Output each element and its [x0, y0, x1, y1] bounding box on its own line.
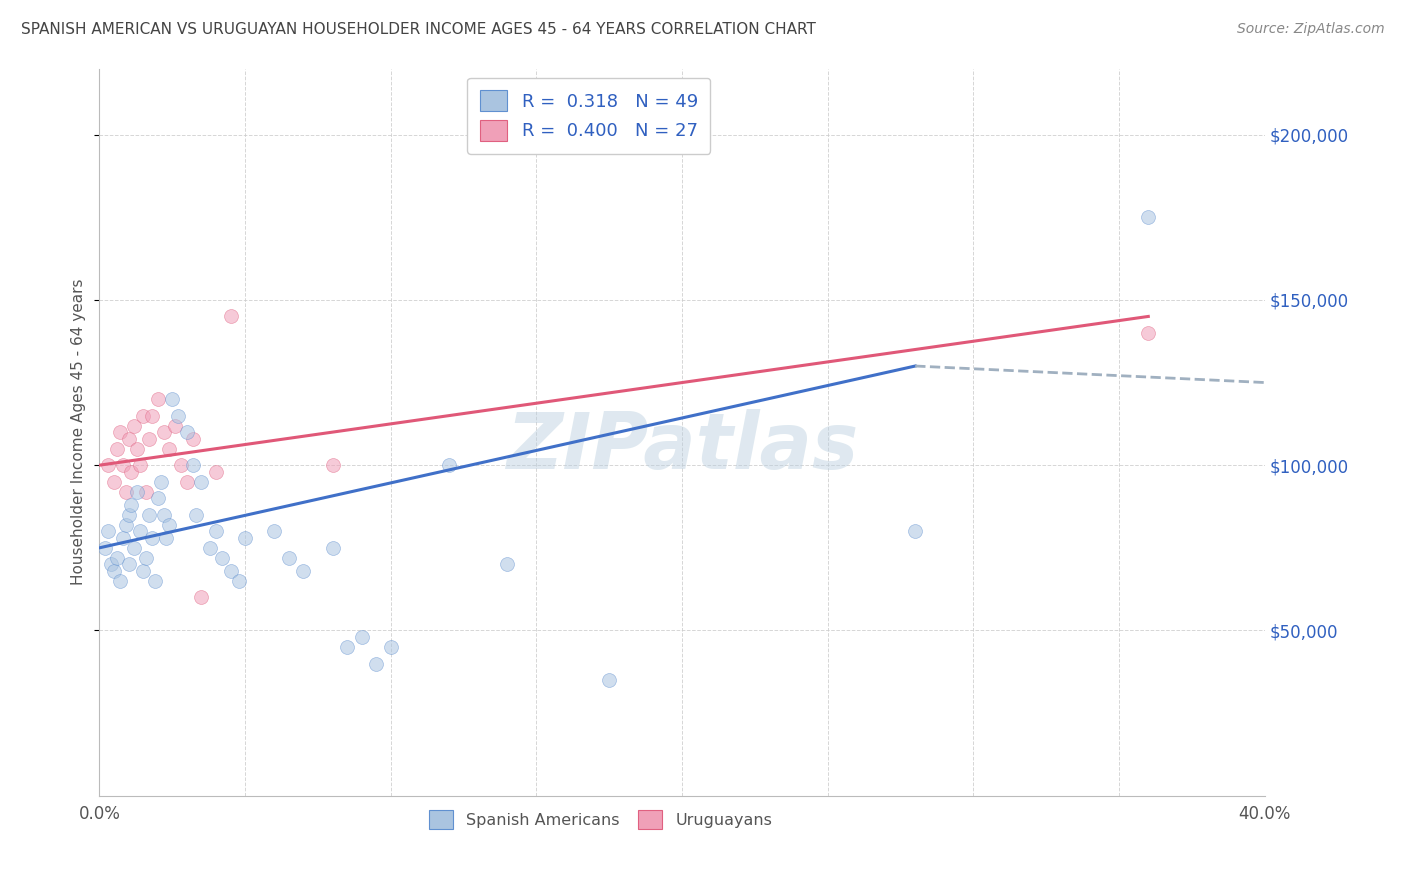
Point [135, 484, 157, 499]
Point [132, 564, 155, 578]
Point [94, 541, 117, 555]
Point [176, 475, 198, 489]
Point [146, 491, 169, 506]
Point [111, 458, 134, 473]
Point [366, 657, 388, 671]
Point [155, 531, 177, 545]
Point [97, 458, 120, 473]
Point [103, 475, 125, 489]
Point [228, 574, 250, 588]
Point [117, 432, 139, 446]
Point [263, 524, 285, 539]
Point [181, 432, 204, 446]
Point [105, 550, 128, 565]
Point [149, 475, 172, 489]
Point [184, 508, 207, 522]
Point [157, 442, 180, 456]
Point [437, 458, 460, 473]
Point [114, 484, 136, 499]
Point [121, 498, 143, 512]
Point [167, 409, 190, 423]
Point [176, 425, 198, 439]
Point [146, 392, 169, 406]
Point [103, 564, 125, 578]
Point [132, 409, 155, 423]
Y-axis label: Householder Income Ages 45 - 64 years: Householder Income Ages 45 - 64 years [72, 279, 86, 585]
Point [277, 550, 299, 565]
Point [111, 531, 134, 545]
Point [162, 392, 184, 406]
Point [100, 558, 122, 572]
Point [1137, 211, 1160, 225]
Point [233, 531, 256, 545]
Point [138, 508, 160, 522]
Text: Source: ZipAtlas.com: Source: ZipAtlas.com [1237, 22, 1385, 37]
Point [135, 550, 157, 565]
Point [97, 524, 120, 539]
Point [108, 574, 131, 588]
Point [152, 425, 174, 439]
Point [121, 465, 143, 479]
Point [124, 418, 146, 433]
Point [321, 458, 343, 473]
Point [129, 458, 152, 473]
Point [598, 673, 620, 687]
Point [127, 484, 149, 499]
Point [380, 640, 402, 654]
Point [321, 541, 343, 555]
Point [181, 458, 204, 473]
Point [108, 425, 131, 439]
Point [336, 640, 359, 654]
Point [114, 517, 136, 532]
Point [198, 541, 221, 555]
Point [141, 531, 163, 545]
Text: ZIPatlas: ZIPatlas [506, 409, 858, 484]
Point [165, 418, 187, 433]
Point [904, 524, 927, 539]
Point [219, 564, 242, 578]
Point [127, 442, 149, 456]
Text: SPANISH AMERICAN VS URUGUAYAN HOUSEHOLDER INCOME AGES 45 - 64 YEARS CORRELATION : SPANISH AMERICAN VS URUGUAYAN HOUSEHOLDE… [21, 22, 815, 37]
Point [292, 564, 315, 578]
Point [105, 442, 128, 456]
Point [205, 524, 228, 539]
Point [117, 558, 139, 572]
Point [141, 409, 163, 423]
Point [138, 432, 160, 446]
Point [129, 524, 152, 539]
Point [205, 465, 228, 479]
Point [211, 550, 233, 565]
Point [117, 508, 139, 522]
Point [124, 541, 146, 555]
Point [219, 310, 242, 324]
Point [1137, 326, 1160, 340]
Point [190, 591, 212, 605]
Point [350, 630, 373, 644]
Point [143, 574, 166, 588]
Legend: Spanish Americans, Uruguayans: Spanish Americans, Uruguayans [423, 804, 779, 835]
Point [190, 475, 212, 489]
Point [152, 508, 174, 522]
Point [170, 458, 193, 473]
Point [496, 558, 519, 572]
Point [157, 517, 180, 532]
